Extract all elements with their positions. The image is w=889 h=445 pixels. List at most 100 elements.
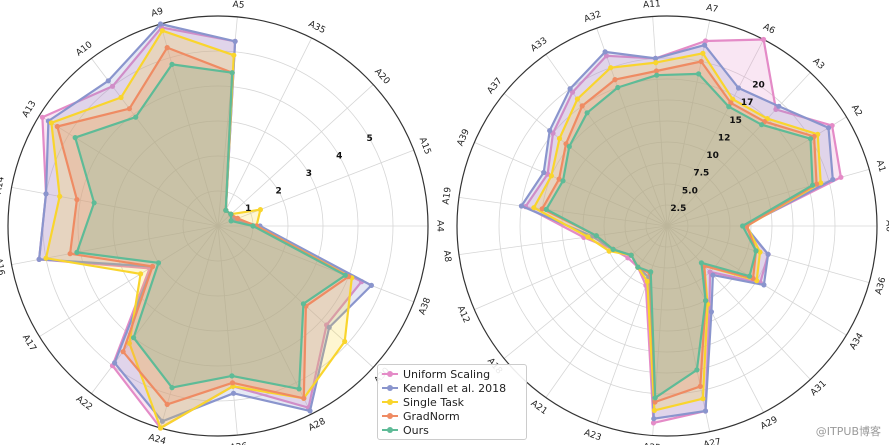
radial-tick-label: 20 [752, 81, 765, 91]
data-point [301, 395, 307, 401]
axis-label: A2 [849, 103, 864, 118]
data-point [566, 143, 572, 150]
data-point [57, 193, 63, 199]
data-point [814, 181, 820, 187]
data-point [228, 211, 234, 217]
axis-label: A23 [583, 428, 603, 443]
radar-chart-right: A0A1A2A3A6A7A11A32A33A37A39A19A8A12A18A2… [441, 0, 889, 445]
data-point [547, 128, 553, 134]
axis-label: A11 [643, 0, 661, 11]
data-point [155, 260, 162, 266]
radial-tick-label: 1 [245, 204, 251, 214]
data-point [654, 72, 660, 78]
data-point [157, 425, 164, 431]
data-point [541, 169, 547, 176]
data-point [602, 49, 608, 55]
axis-label: A5 [232, 0, 245, 11]
data-point [702, 408, 709, 414]
data-point [765, 251, 771, 257]
data-point [726, 104, 732, 110]
axis-label: A22 [74, 394, 94, 413]
data-point [757, 249, 763, 255]
data-point [126, 340, 132, 346]
spoke-line [596, 225, 668, 425]
spoke-line [458, 225, 668, 255]
data-point [574, 96, 581, 102]
data-point [700, 50, 706, 56]
axis-label: A19 [441, 186, 453, 205]
spoke-line [217, 149, 414, 227]
spoke-line [652, 16, 668, 227]
radial-tick-label: 7.5 [693, 169, 709, 179]
spoke-line [160, 225, 219, 429]
data-point [230, 390, 237, 396]
axis-label: A37 [486, 76, 505, 96]
axis-label: A15 [417, 136, 433, 156]
legend-item-gradnorm: GradNorm [382, 409, 522, 423]
data-point [761, 36, 767, 43]
data-point [698, 58, 704, 65]
axis-label: A16 [0, 257, 6, 276]
data-point [133, 114, 139, 120]
data-point [232, 38, 238, 44]
axis-label: A24 [147, 433, 167, 445]
data-point [735, 85, 742, 91]
radial-tick-label: 5.0 [682, 186, 698, 196]
data-point [694, 367, 700, 373]
axis-label: A12 [455, 305, 471, 325]
data-point [825, 125, 832, 131]
spoke-line [666, 225, 764, 413]
data-point [229, 373, 235, 379]
radial-tick-label: 2 [275, 187, 281, 197]
axis-label: A17 [20, 333, 38, 353]
spoke-line [474, 141, 668, 227]
spoke-line [474, 225, 668, 311]
axis-label: A29 [759, 415, 779, 432]
axis-label: A28 [307, 417, 327, 434]
data-point [543, 206, 549, 212]
data-point [138, 271, 144, 277]
data-point [593, 233, 599, 239]
data-point [223, 207, 229, 213]
data-point [159, 418, 165, 424]
legend-marker-icon [382, 425, 398, 435]
data-point [703, 298, 709, 304]
data-point [585, 234, 591, 240]
legend-marker-icon [382, 411, 398, 421]
axis-label: A1 [874, 159, 887, 173]
data-point [518, 203, 525, 209]
spoke-line [666, 39, 764, 227]
spoke-line [503, 225, 668, 359]
data-point [539, 206, 545, 212]
data-point [708, 309, 715, 315]
data-point [653, 68, 660, 74]
spoke-line [160, 23, 219, 227]
watermark-text: @ITPUB博客 [815, 425, 881, 438]
data-point [159, 28, 165, 34]
spoke-line [39, 115, 219, 227]
legend-label: Kendall et al. 2018 [403, 381, 507, 395]
data-point [753, 248, 759, 254]
axis-label: A14 [0, 175, 7, 194]
radial-tick-label: 17 [741, 98, 754, 108]
legend: Uniform Scaling Kendall et al. 2018 Sing… [377, 364, 527, 440]
spoke-line [39, 225, 219, 337]
radial-tick-label: 12 [718, 133, 731, 143]
spoke-line [666, 225, 811, 380]
legend-item-uniform-scaling: Uniform Scaling [382, 367, 522, 381]
data-point [231, 52, 237, 58]
data-point [74, 197, 80, 203]
outer-frame [7, 15, 429, 437]
radar-chart-left: A4 A15 A20 A35 A5 A9 A10 A13 A14 A16 A17 A22 A24 A26 A… [0, 0, 445, 445]
data-point [652, 395, 658, 401]
axis-label: A21 [529, 399, 549, 417]
axis-label: A26 [229, 442, 248, 445]
data-point [120, 349, 126, 355]
data-point [72, 135, 78, 141]
data-point [776, 103, 782, 109]
data-point [603, 53, 610, 59]
legend-marker-icon [382, 369, 398, 379]
data-point [584, 110, 590, 116]
axis-label: A34 [848, 331, 866, 351]
data-point [307, 408, 313, 414]
